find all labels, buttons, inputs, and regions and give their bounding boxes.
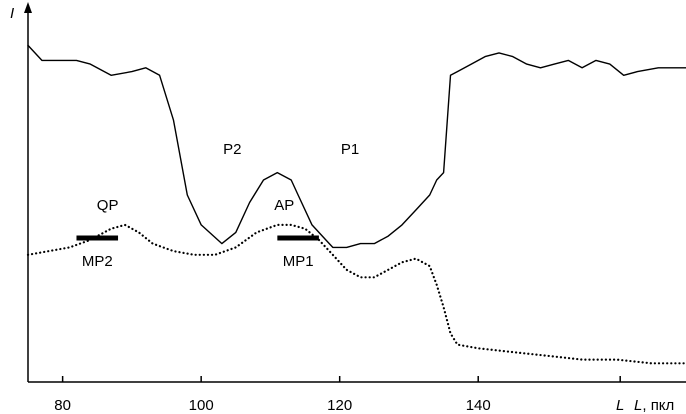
x-ticks: 80 100 120 140	[54, 376, 621, 414]
series-solid-line	[27, 44, 686, 249]
y-axis-title: I	[10, 5, 14, 22]
annotations-group: P2 P1 QP AP MP2 MP1	[82, 141, 359, 270]
annotation-mp2: MP2	[82, 253, 113, 270]
x-tick-label-100: 100	[189, 397, 214, 414]
annotation-p2: P2	[223, 141, 241, 158]
y-axis-arrow	[24, 2, 32, 13]
x-axis-extra-label: L	[616, 397, 624, 414]
x-tick-label-140: 140	[466, 397, 491, 414]
series-group	[26, 44, 686, 365]
annotation-qp: QP	[97, 197, 119, 214]
annotation-p1: P1	[341, 141, 359, 158]
x-tick-label-80: 80	[54, 397, 71, 414]
x-tick-label-120: 120	[327, 397, 352, 414]
x-axis-title-comma: ,	[642, 397, 650, 414]
series-dotted-line	[26, 223, 686, 365]
annotation-mp1: MP1	[283, 253, 314, 270]
annotation-ap: AP	[274, 197, 294, 214]
x-axis-title-unit: пкл	[651, 397, 675, 414]
x-axis-title-var: L	[634, 397, 642, 414]
x-axis-title: L, пкл	[634, 397, 674, 414]
